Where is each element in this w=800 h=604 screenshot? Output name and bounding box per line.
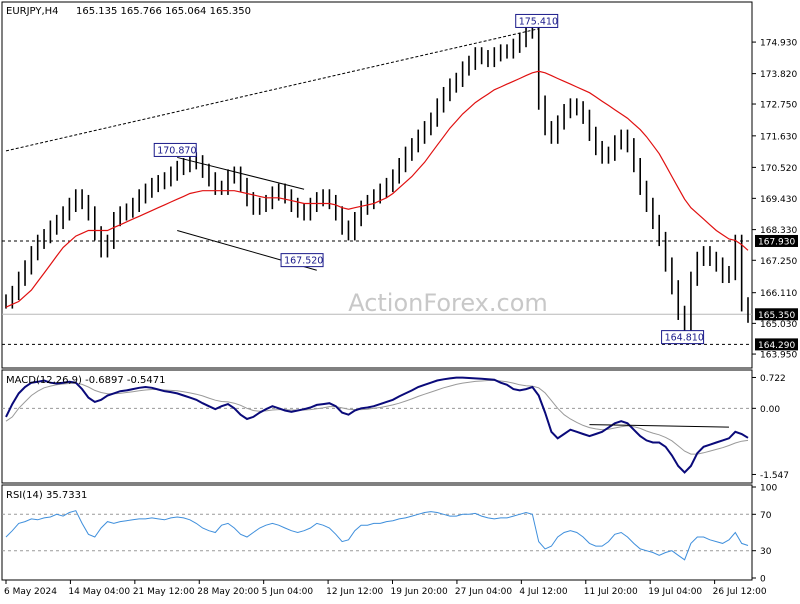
price-y-tick-label: 170.520 [760, 164, 797, 174]
price-trendline [5, 28, 539, 152]
price-y-tick-label: 163.950 [760, 351, 797, 361]
price-level-tag-label: 167.930 [758, 237, 795, 247]
x-tick-label: 19 Jul 04:00 [648, 587, 702, 597]
x-tick-label: 12 Jun 12:00 [326, 587, 383, 597]
price-y-tick-label: 165.030 [760, 320, 797, 330]
rsi-panel [1, 484, 753, 581]
macd-y-tick-label: 0.00 [760, 405, 780, 415]
macd-y-tick-label: 0.722 [760, 374, 786, 384]
series-layer [5, 21, 749, 561]
rsi-header: RSI(14) 35.7331 [6, 490, 87, 501]
rsi-line [5, 510, 749, 561]
price-annotation-box [515, 13, 559, 28]
moving-average-line [5, 70, 749, 308]
macd-line [5, 376, 749, 474]
price-level-tag-label: 165.350 [758, 311, 795, 321]
price-annotation-box [280, 253, 324, 268]
price-ohlc: 165.135 165.766 165.064 165.350 [76, 6, 251, 17]
price-y-tick-label: 169.430 [760, 195, 797, 205]
rsi-y-tick-label: 70 [760, 511, 772, 521]
x-tick-label: 21 May 12:00 [133, 587, 195, 597]
macd-signal-line [5, 380, 749, 455]
watermark: ActionForex.com [348, 289, 548, 317]
price-trendline [177, 156, 305, 190]
rsi-y-tick-label: 0 [760, 575, 766, 585]
price-annotation-box [153, 142, 197, 157]
price-annotation-label: 175.410 [519, 16, 558, 27]
price-level-tag [755, 308, 798, 321]
x-tick-label: 28 May 20:00 [197, 587, 259, 597]
x-tick-label: 11 Jul 20:00 [584, 587, 638, 597]
price-level-tag-label: 164.290 [758, 341, 795, 351]
x-tick-label: 19 Jun 20:00 [391, 587, 448, 597]
rsi-y-tick-label: 30 [760, 547, 772, 557]
price-panel [1, 1, 753, 369]
x-tick-label: 27 Jun 04:00 [455, 587, 512, 597]
price-annotation-box [661, 330, 705, 345]
macd-trendline [589, 424, 729, 428]
price-y-tick-label: 172.750 [760, 101, 797, 111]
price-level-tag [755, 234, 798, 247]
label-layer: 174.930 173.820 172.750 171.630 170.520 169.4… [4, 13, 798, 597]
macd-y-tick-label: -1.547 [760, 471, 789, 481]
x-tick-label: 26 Jul 12:00 [713, 587, 767, 597]
price-y-tick-label: 166.110 [760, 289, 797, 299]
price-annotation-label: 164.810 [665, 333, 704, 344]
x-tick-label: 6 May 2024 [4, 587, 57, 597]
x-tick-label: 5 Jun 04:00 [262, 587, 314, 597]
price-annotation-label: 170.870 [157, 145, 196, 156]
price-y-tick-label: 173.820 [760, 70, 797, 80]
level-lines [2, 41, 756, 584]
price-y-tick-label: 171.630 [760, 132, 797, 142]
x-tick-label: 14 May 04:00 [68, 587, 130, 597]
price-y-tick-label: 168.330 [760, 226, 797, 236]
price-y-tick-label: 167.250 [760, 257, 797, 267]
price-y-tick-label: 174.930 [760, 39, 797, 49]
price-header: EURJPY,H4 [6, 6, 59, 17]
rsi-y-tick-label: 100 [760, 484, 777, 494]
price-annotation-label: 167.520 [284, 256, 323, 267]
macd-header: MACD(12,26,9) -0.6897 -0.5471 [6, 375, 166, 386]
price-level-tag [755, 338, 798, 351]
x-tick-label: 4 Jul 12:00 [519, 587, 568, 597]
macd-panel [1, 369, 753, 484]
